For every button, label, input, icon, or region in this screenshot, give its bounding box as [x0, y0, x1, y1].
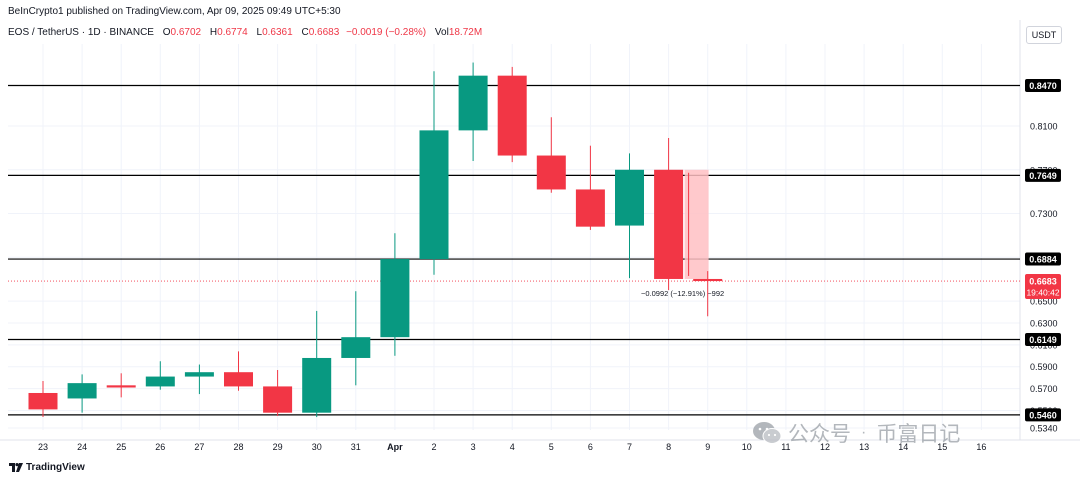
high-label: H [209, 27, 218, 38]
candle-body [654, 169, 684, 279]
price-tick-label: 0.5900 [1030, 362, 1058, 372]
candle-body [615, 169, 644, 226]
candle-body [67, 383, 97, 399]
level-price-label: 0.6149 [1029, 335, 1057, 345]
last-price-label: 0.6683 [1029, 277, 1057, 287]
open-value: 0.6702 [170, 27, 202, 38]
price-tick-label: 0.6300 [1030, 318, 1058, 328]
price-tick-label: 0.8100 [1030, 121, 1058, 131]
volume-label: Vol [434, 27, 449, 38]
time-tick-label: 7 [627, 442, 632, 452]
candle-body [106, 385, 136, 388]
level-price-label: 0.5460 [1029, 410, 1057, 420]
change-value: −0.0019 (−0.28%) [346, 27, 427, 38]
range-measure-label: −0.0992 (−12.91%) −992 [641, 289, 724, 298]
candle-body [184, 372, 214, 377]
candle-body [341, 337, 371, 358]
open-label: O [162, 27, 171, 38]
candle-body [458, 75, 488, 131]
time-tick-label: 11 [781, 442, 790, 452]
time-tick-label: 10 [742, 442, 752, 452]
candle-body [380, 259, 410, 338]
time-tick-label: 13 [859, 442, 869, 452]
wechat-icon [753, 422, 782, 444]
bar-countdown-label: 19:40:42 [1026, 288, 1059, 298]
time-tick-label: 30 [312, 442, 322, 452]
level-price-label: 0.7649 [1029, 171, 1057, 181]
time-tick-label: Apr [387, 442, 403, 452]
last-price-label-bg [1025, 274, 1061, 300]
price-tick-label: 0.7300 [1030, 209, 1058, 219]
published-caption: BeInCrypto1 published on TradingView.com… [8, 6, 341, 17]
candle-body [28, 392, 58, 410]
time-tick-label: 9 [705, 442, 710, 452]
time-tick-label: 14 [898, 442, 908, 452]
tradingview-brand[interactable]: TradingView [9, 462, 85, 473]
time-tick-label: 5 [549, 442, 554, 452]
time-tick-label: 4 [510, 442, 515, 452]
wechat-watermark: 公众号 · 币富日记 [752, 418, 960, 448]
level-price-label-bg [1025, 252, 1061, 266]
level-price-label-bg [1025, 332, 1061, 346]
high-value: 0.6774 [217, 27, 248, 38]
candle-body [536, 155, 566, 190]
time-tick-label: 23 [38, 442, 48, 452]
candle-body [224, 372, 253, 387]
level-price-label: 0.8470 [1029, 81, 1057, 91]
close-value: 0.6683 [308, 27, 340, 38]
time-tick-label: 16 [976, 442, 986, 452]
candle-body [302, 357, 332, 413]
time-tick-label: 15 [937, 442, 947, 452]
watermark-separator: · [861, 424, 867, 441]
low-value: 0.6361 [262, 27, 293, 38]
price-tick-label: 0.5340 [1030, 424, 1058, 434]
candle-body [263, 386, 293, 413]
level-price-label-bg [1025, 168, 1061, 182]
level-price-label: 0.6884 [1029, 255, 1057, 265]
candle-body [419, 130, 449, 260]
time-tick-label: 6 [588, 442, 593, 452]
price-tick-label: 0.5700 [1030, 384, 1058, 394]
time-tick-label: 2 [431, 442, 436, 452]
time-tick-label: 31 [351, 442, 361, 452]
volume-value: 18.72M [448, 27, 483, 38]
time-tick-label: 26 [155, 442, 165, 452]
candle-body [575, 189, 605, 227]
candle-body [497, 75, 527, 156]
price-tick-label: 0.6500 [1030, 297, 1058, 307]
level-price-label-bg [1025, 408, 1061, 422]
time-tick-label: 24 [77, 442, 87, 452]
watermark-name: 币富日记 [876, 423, 961, 446]
close-label: C [301, 27, 309, 38]
brand-name: TradingView [26, 462, 85, 473]
time-tick-label: 27 [194, 442, 204, 452]
candle-body [693, 278, 723, 282]
symbol-name[interactable]: EOS / TetherUS · 1D · BINANCE [8, 27, 154, 38]
time-tick-label: 12 [820, 442, 830, 452]
time-tick-label: 8 [666, 442, 671, 452]
time-tick-label: 29 [273, 442, 283, 452]
currency-button[interactable]: USDT [1026, 26, 1062, 44]
tradingview-logo-icon [9, 463, 23, 472]
watermark-account-label: 公众号 [788, 423, 851, 446]
symbol-info-bar: EOS / TetherUS · 1D · BINANCE O0.6702 H0… [8, 27, 482, 38]
low-label: L [256, 27, 263, 38]
time-tick-label: 3 [471, 442, 476, 452]
level-price-label-bg [1025, 79, 1061, 93]
time-tick-label: 28 [233, 442, 243, 452]
time-tick-label: 25 [116, 442, 126, 452]
candle-body [145, 376, 175, 387]
